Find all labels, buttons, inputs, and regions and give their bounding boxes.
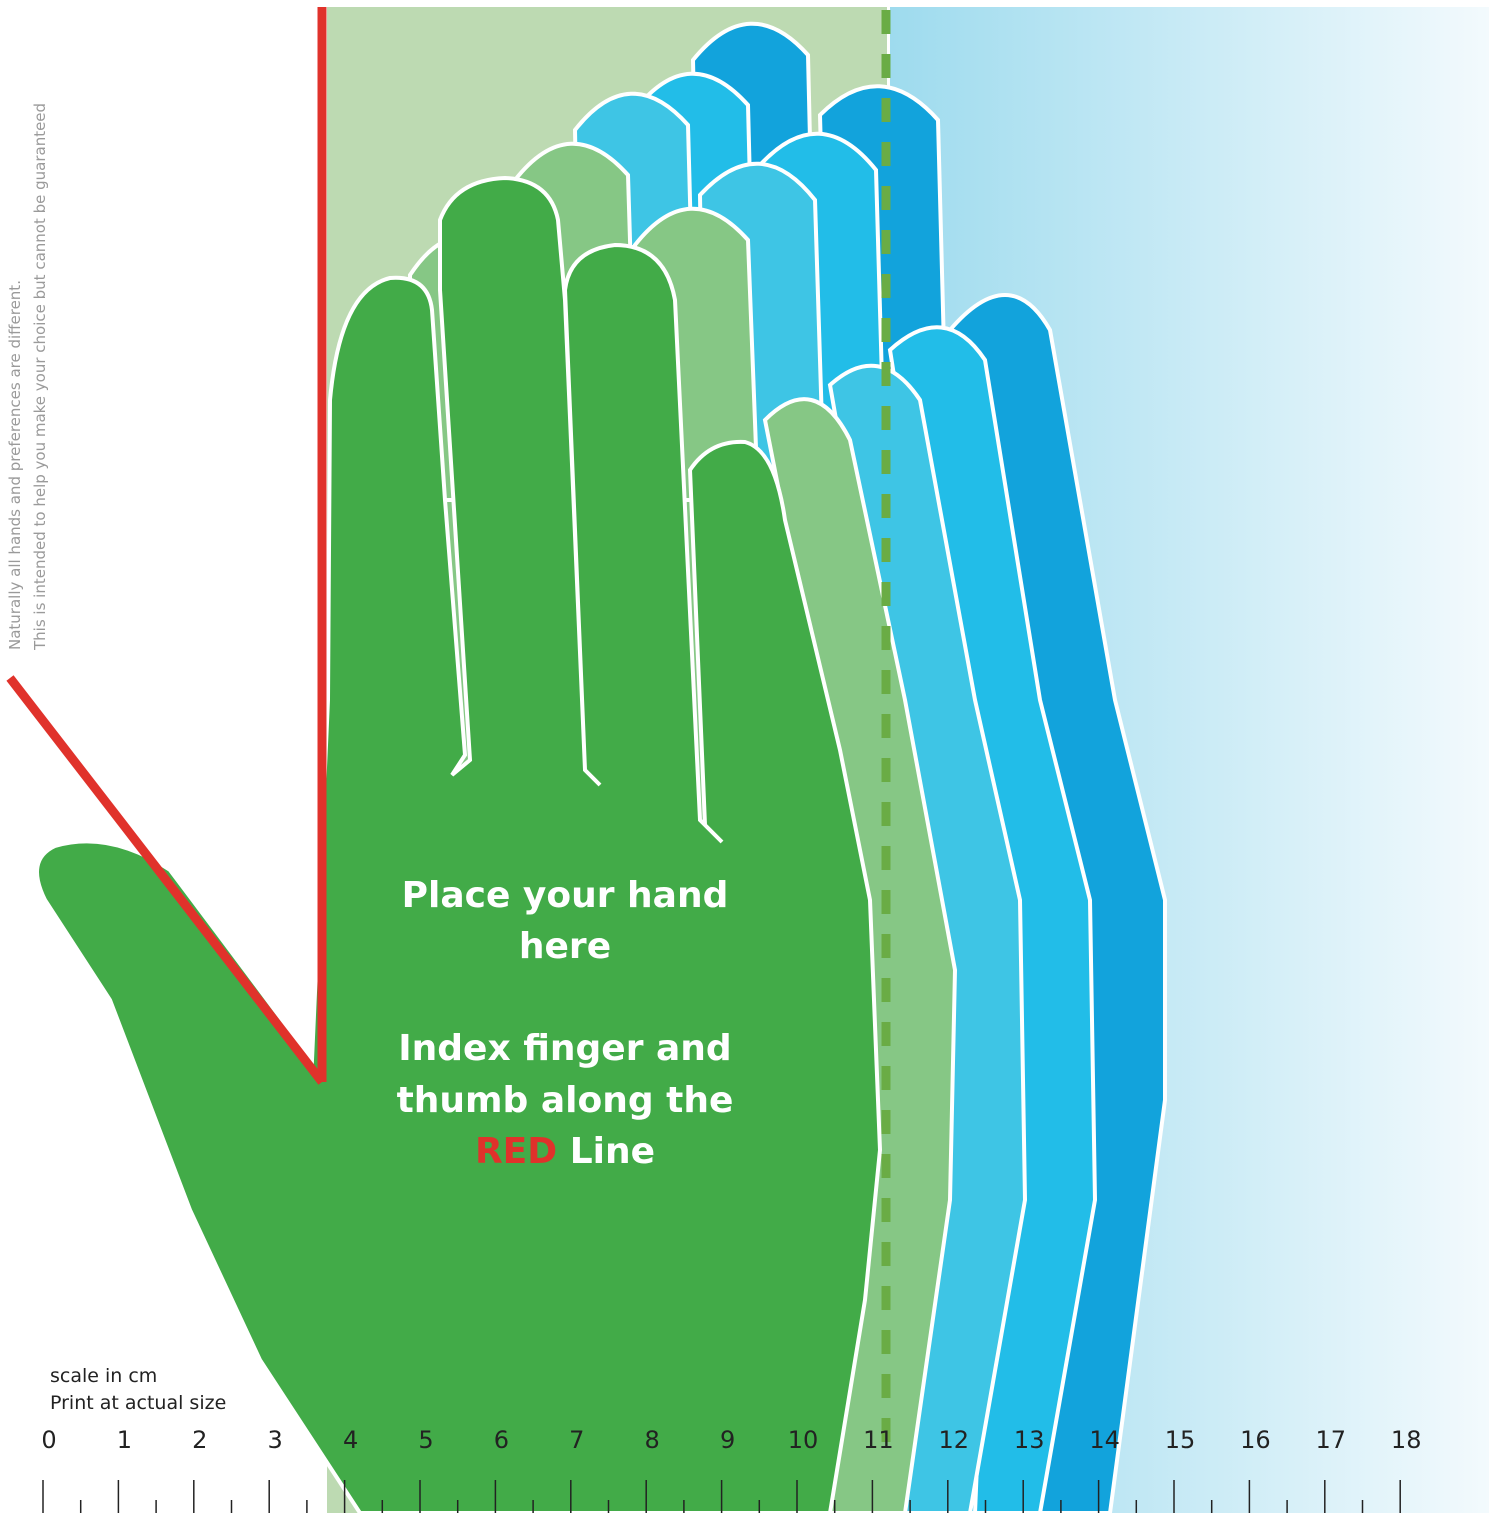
ruler-label: 5 — [418, 1426, 433, 1454]
ruler-label: 10 — [788, 1426, 819, 1454]
instruction: RED Line — [475, 1131, 655, 1172]
scale-note: scale in cm — [50, 1365, 157, 1387]
instruction: thumb along the — [397, 1080, 734, 1121]
ruler-label: 0 — [41, 1426, 56, 1454]
side-note: Naturally all hands and preferences are … — [6, 280, 24, 650]
ruler-label: 8 — [645, 1426, 660, 1454]
ruler-label: 11 — [863, 1426, 894, 1454]
ruler-label: 3 — [268, 1426, 283, 1454]
ruler-label: 15 — [1165, 1426, 1196, 1454]
ruler-label: 17 — [1316, 1426, 1347, 1454]
instruction: here — [519, 926, 611, 967]
ruler-label: 14 — [1089, 1426, 1120, 1454]
instruction: Place your hand — [402, 875, 729, 916]
instruction: Line — [570, 1131, 655, 1172]
ruler-label: 16 — [1240, 1426, 1271, 1454]
ruler-label: 13 — [1014, 1426, 1045, 1454]
ruler-label: 6 — [494, 1426, 509, 1454]
ruler-label: 18 — [1391, 1426, 1422, 1454]
ruler-label: 1 — [117, 1426, 132, 1454]
red-word: RED — [475, 1131, 557, 1172]
ruler-label: 12 — [939, 1426, 970, 1454]
side-note: This is intended to help you make your c… — [31, 103, 49, 651]
scale-note: Print at actual size — [50, 1392, 226, 1414]
ruler-label: 9 — [720, 1426, 735, 1454]
ruler-label: 7 — [569, 1426, 584, 1454]
instruction: Index finger and — [398, 1028, 731, 1069]
ruler-label: 2 — [192, 1426, 207, 1454]
ruler-label: 4 — [343, 1426, 358, 1454]
hand-guide: Naturally all hands and preferences are … — [0, 0, 1489, 1513]
